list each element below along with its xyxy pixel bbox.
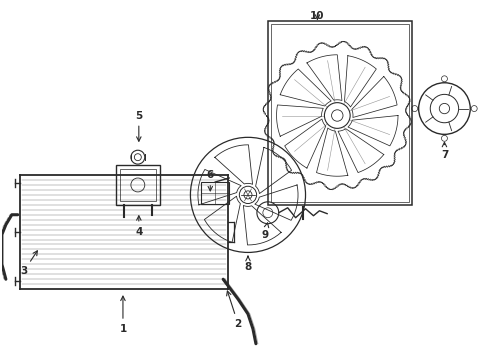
- Text: 10: 10: [310, 11, 325, 21]
- Text: 2: 2: [227, 291, 242, 329]
- Bar: [116, 165, 160, 205]
- Text: 9: 9: [261, 223, 269, 239]
- Text: 4: 4: [135, 216, 143, 237]
- Bar: [268, 21, 412, 205]
- Bar: [120, 169, 156, 201]
- Text: 8: 8: [245, 256, 251, 272]
- Text: 6: 6: [207, 170, 214, 191]
- Text: 1: 1: [120, 296, 126, 334]
- Bar: [271, 24, 409, 202]
- Bar: [201, 182, 229, 204]
- Text: 3: 3: [20, 251, 37, 276]
- Text: 5: 5: [135, 111, 143, 141]
- Text: 7: 7: [441, 142, 448, 160]
